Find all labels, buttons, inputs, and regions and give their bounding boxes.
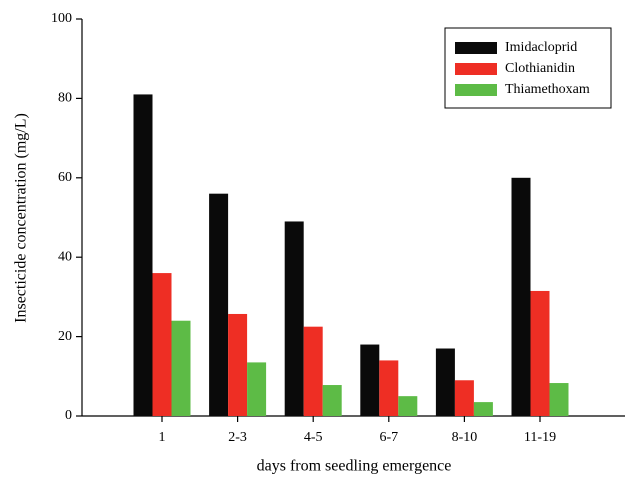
bar xyxy=(284,221,304,416)
y-tick-label: 80 xyxy=(58,91,72,106)
bar xyxy=(398,396,418,416)
bar xyxy=(303,326,323,416)
bar xyxy=(473,402,493,416)
bar xyxy=(152,273,172,416)
x-tick-label: 8-10 xyxy=(452,430,478,445)
bar xyxy=(228,313,248,416)
legend-swatch xyxy=(455,63,497,75)
legend-label: Thiamethoxam xyxy=(505,82,590,97)
y-axis-label: Insecticide concentration (mg/L) xyxy=(13,113,30,323)
bar xyxy=(454,380,474,416)
x-tick-label: 2-3 xyxy=(228,430,247,445)
bar xyxy=(530,290,550,416)
legend-swatch xyxy=(455,84,497,96)
y-tick-label: 40 xyxy=(58,249,72,264)
y-tick-label: 20 xyxy=(58,329,72,344)
y-tick-label: 0 xyxy=(65,408,72,423)
legend-swatch xyxy=(455,42,497,54)
x-tick-label: 1 xyxy=(159,430,166,445)
bar xyxy=(171,320,191,416)
bar xyxy=(360,344,380,416)
bar xyxy=(322,385,342,416)
x-axis-label: days from seedling emergence xyxy=(257,458,452,475)
bar xyxy=(379,360,399,416)
y-tick-label: 100 xyxy=(51,11,72,26)
bar xyxy=(133,94,153,417)
bar xyxy=(435,348,455,416)
bar xyxy=(549,383,569,416)
legend-label: Imidacloprid xyxy=(505,40,577,55)
x-tick-label: 11-19 xyxy=(524,430,556,445)
bar xyxy=(247,362,267,416)
x-tick-label: 6-7 xyxy=(379,430,398,445)
bar xyxy=(511,177,531,416)
x-tick-label: 4-5 xyxy=(304,430,323,445)
legend-label: Clothianidin xyxy=(505,61,575,76)
bar xyxy=(209,193,229,416)
y-tick-label: 60 xyxy=(58,170,72,185)
